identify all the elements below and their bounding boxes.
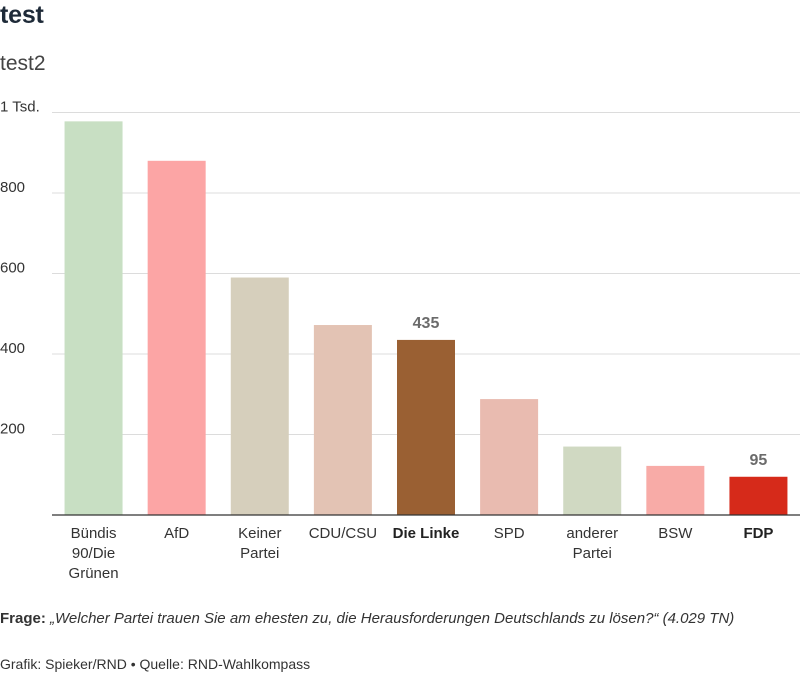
question-label: Frage:	[0, 610, 46, 627]
x-tick-label: AfD	[164, 525, 189, 542]
y-tick-label: 800	[0, 179, 25, 196]
x-tick-label: Keiner Partei	[238, 525, 281, 562]
x-tick-label: SPD	[494, 525, 525, 542]
x-tick-label: anderer Partei	[566, 525, 618, 562]
x-tick-label: Die Linke	[393, 525, 460, 542]
x-tick-label: Bündis 90/Die Grünen	[69, 525, 119, 582]
x-tick-label: BSW	[658, 525, 693, 542]
bar	[563, 446, 622, 515]
y-tick-label: 200	[0, 421, 25, 438]
bar	[147, 160, 206, 516]
bar	[646, 465, 705, 515]
y-tick-label: 600	[0, 260, 25, 277]
source-credit: Grafik: Spieker/RND • Quelle: RND-Wahlko…	[0, 656, 311, 672]
footnote-question: Frage: „Welcher Partei trauen Sie am ehe…	[0, 609, 798, 629]
chart-title: test	[0, 1, 44, 29]
data-label: 435	[413, 315, 440, 332]
x-tick-label: CDU/CSU	[309, 525, 377, 542]
bar	[230, 277, 289, 515]
question-text: „Welcher Partei trauen Sie am ehesten zu…	[50, 610, 735, 627]
bar	[729, 476, 788, 515]
y-tick-label: 1 Tsd.	[0, 99, 40, 116]
bar-chart: 200 400 600 800 1 Tsd. Bündis 90/Die Grünen AfD K…	[0, 99, 800, 582]
x-tick-label: FDP	[743, 525, 773, 542]
data-label: 95	[750, 452, 768, 469]
y-tick-label: 400	[0, 340, 25, 357]
bar	[397, 339, 455, 515]
chart-subtitle: test2	[0, 52, 46, 75]
bar	[313, 325, 372, 515]
bar	[480, 399, 539, 515]
bar	[64, 121, 123, 516]
